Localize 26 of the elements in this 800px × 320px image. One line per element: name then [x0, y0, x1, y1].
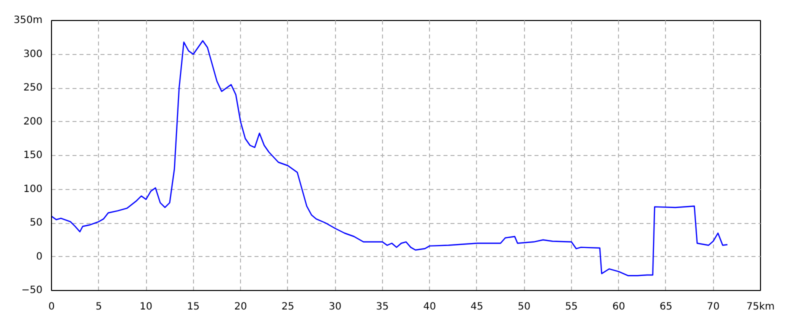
- y-tick-label: 0: [36, 251, 43, 262]
- line-series: [52, 40, 728, 276]
- x-tick-label: 45: [470, 302, 484, 312]
- x-tick-label: 55: [565, 302, 578, 312]
- y-tick-label: 300: [23, 48, 43, 60]
- y-tick-label: −50: [21, 285, 43, 296]
- x-tick-label: 20: [234, 302, 247, 312]
- x-tick-label: 5: [96, 302, 102, 312]
- y-tick-label: 250: [23, 82, 43, 94]
- x-tick-label: 60: [612, 302, 626, 312]
- y-tick-label: 100: [23, 184, 43, 195]
- x-tick-label: 15: [186, 302, 200, 312]
- x-tick-label: 0: [48, 302, 55, 312]
- x-tick-label: 75km: [746, 302, 775, 312]
- y-tick-label: 350m: [14, 15, 42, 26]
- x-tick-label: 50: [518, 302, 531, 312]
- y-tick-label: 150: [23, 150, 43, 161]
- x-tick-label: 25: [281, 302, 294, 312]
- x-tick-label: 65: [660, 302, 672, 312]
- x-tick-label: 10: [140, 302, 152, 312]
- x-tick-label: 30: [328, 302, 342, 312]
- x-tick-label: 70: [706, 302, 720, 312]
- y-tick-label: 50: [30, 218, 43, 228]
- y-tick-label: 200: [23, 116, 43, 128]
- x-tick-label: 35: [376, 302, 389, 312]
- x-tick-label: 40: [423, 302, 436, 312]
